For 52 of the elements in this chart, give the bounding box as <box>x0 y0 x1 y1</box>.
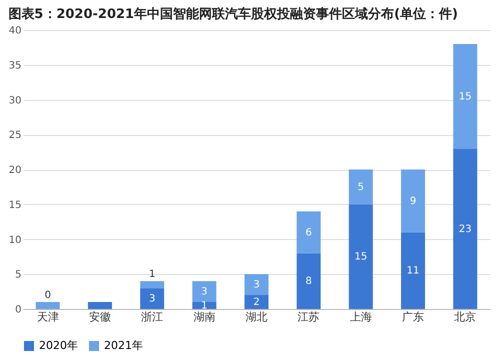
data-label: 9 <box>410 196 416 207</box>
x-tick-label: 湖南 <box>193 310 216 324</box>
legend-label: 2020年 <box>39 339 78 352</box>
data-label: 2 <box>253 297 260 308</box>
bar <box>348 204 373 309</box>
data-label: 3 <box>201 286 208 298</box>
bar <box>296 211 321 254</box>
data-label: 15 <box>458 91 472 102</box>
data-label: 6 <box>305 227 312 238</box>
bar <box>140 281 164 288</box>
bar <box>453 148 478 309</box>
y-tick-label: 0 <box>15 304 22 316</box>
bar <box>88 302 112 309</box>
y-tick-label: 5 <box>15 270 22 281</box>
data-label: 1 <box>148 269 156 280</box>
x-tick-label: 北京 <box>454 310 476 324</box>
y-tick-label: 25 <box>8 130 22 142</box>
legend-label: 2021年 <box>104 339 143 352</box>
y-tick-label: 40 <box>8 26 22 36</box>
x-tick-label: 浙江 <box>141 310 164 324</box>
data-label: 0 <box>44 290 51 302</box>
data-label: 23 <box>458 224 472 235</box>
chart-title: 图表5：2020-2021年中国智能网联汽车股权投融资事件区域分布(单位：件) <box>8 6 458 22</box>
bar <box>244 274 268 296</box>
x-tick-label: 安徽 <box>88 310 111 324</box>
data-label: 15 <box>354 252 368 263</box>
bar <box>296 253 321 309</box>
y-tick-label: 15 <box>8 200 22 211</box>
data-label: 3 <box>253 280 260 291</box>
bar <box>140 288 164 309</box>
bar <box>401 232 426 309</box>
x-tick-label: 上海 <box>350 310 372 324</box>
data-label: 1 <box>201 300 208 312</box>
data-label: 3 <box>148 294 156 305</box>
bar <box>401 170 426 232</box>
y-tick-label: 35 <box>8 60 22 72</box>
x-tick-label: 广东 <box>402 310 424 324</box>
bar <box>244 295 268 309</box>
y-tick-label: 20 <box>8 165 22 176</box>
data-label: 11 <box>406 266 420 277</box>
x-tick-label: 江苏 <box>298 310 320 324</box>
bar <box>192 302 216 309</box>
data-label: 5 <box>358 182 364 193</box>
y-tick-label: 10 <box>8 234 22 246</box>
x-tick-label: 天津 <box>36 310 59 324</box>
bar <box>192 281 216 302</box>
bar <box>36 302 60 309</box>
bar <box>453 44 478 149</box>
bar <box>348 170 373 204</box>
data-label: 8 <box>305 276 312 288</box>
y-tick-label: 30 <box>8 95 22 106</box>
x-tick-label: 湖北 <box>246 310 268 324</box>
